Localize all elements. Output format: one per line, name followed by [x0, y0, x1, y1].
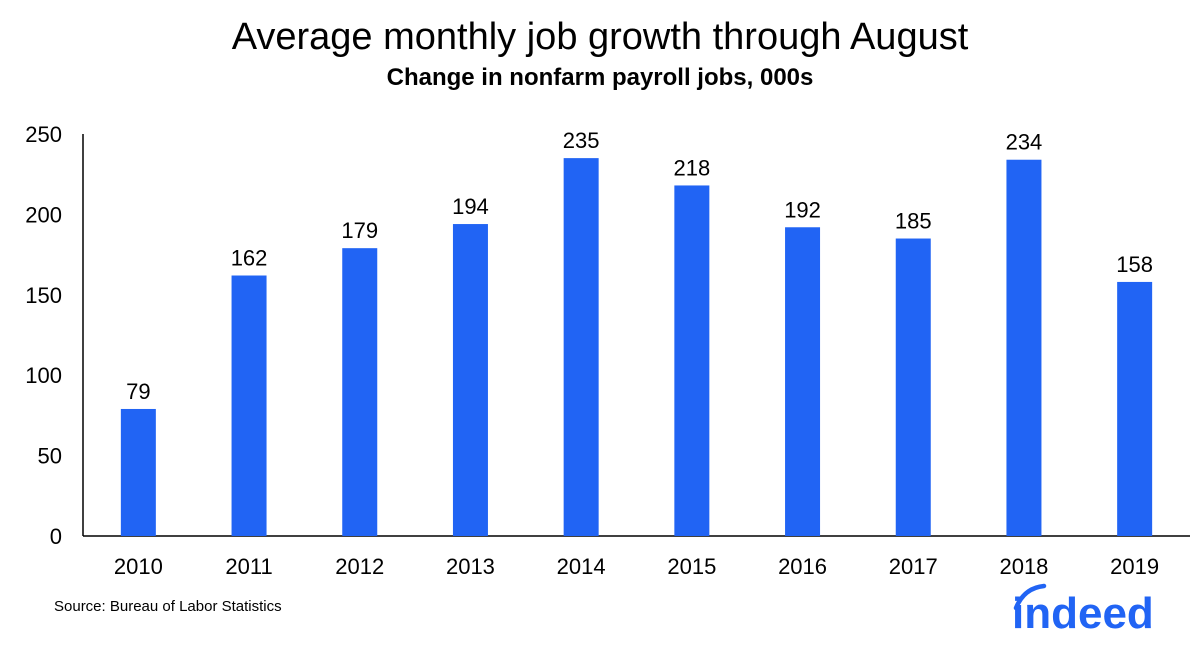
y-tick-label: 100 — [25, 363, 62, 388]
indeed-logo: indeed — [1012, 583, 1154, 638]
x-tick-label: 2015 — [667, 554, 716, 579]
data-label: 194 — [452, 194, 489, 219]
data-label: 162 — [231, 246, 268, 271]
bar — [120, 408, 156, 536]
chart-title: Average monthly job growth through Augus… — [231, 16, 969, 58]
data-label: 218 — [673, 155, 710, 180]
bar — [231, 275, 267, 536]
x-tick-label: 2013 — [446, 554, 495, 579]
bar — [342, 248, 378, 536]
logo-wordmark: indeed — [1012, 589, 1154, 638]
source-note: Source: Bureau of Labor Statistics — [54, 598, 282, 615]
data-label: 235 — [563, 128, 600, 153]
x-tick-label: 2018 — [999, 554, 1048, 579]
data-label: 79 — [126, 379, 150, 404]
data-label: 234 — [1006, 130, 1043, 155]
x-tick-label: 2011 — [225, 554, 272, 579]
y-tick-label: 200 — [25, 202, 62, 227]
x-tick-label: 2010 — [114, 554, 163, 579]
bar — [563, 158, 599, 536]
x-tick-label: 2019 — [1110, 554, 1159, 579]
bar — [1117, 281, 1153, 536]
chart-subtitle: Change in nonfarm payroll jobs, 000s — [386, 64, 814, 91]
x-tick-label: 2014 — [557, 554, 606, 579]
logo-arc — [1013, 583, 1047, 611]
bar — [785, 227, 821, 536]
y-tick-label: 150 — [25, 283, 62, 308]
y-tick-label: 250 — [25, 122, 62, 147]
x-tick-label: 2012 — [335, 554, 384, 579]
data-label: 192 — [784, 197, 821, 222]
bar — [452, 224, 488, 536]
data-label: 179 — [341, 218, 378, 243]
y-tick-label: 0 — [50, 524, 62, 549]
x-tick-label: 2017 — [889, 554, 938, 579]
y-tick-label: 50 — [38, 444, 62, 469]
x-tick-label: 2016 — [778, 554, 827, 579]
data-label: 185 — [895, 209, 932, 234]
bar — [1006, 159, 1042, 536]
bar — [674, 185, 710, 536]
bar — [895, 238, 931, 536]
data-label: 158 — [1116, 252, 1153, 277]
